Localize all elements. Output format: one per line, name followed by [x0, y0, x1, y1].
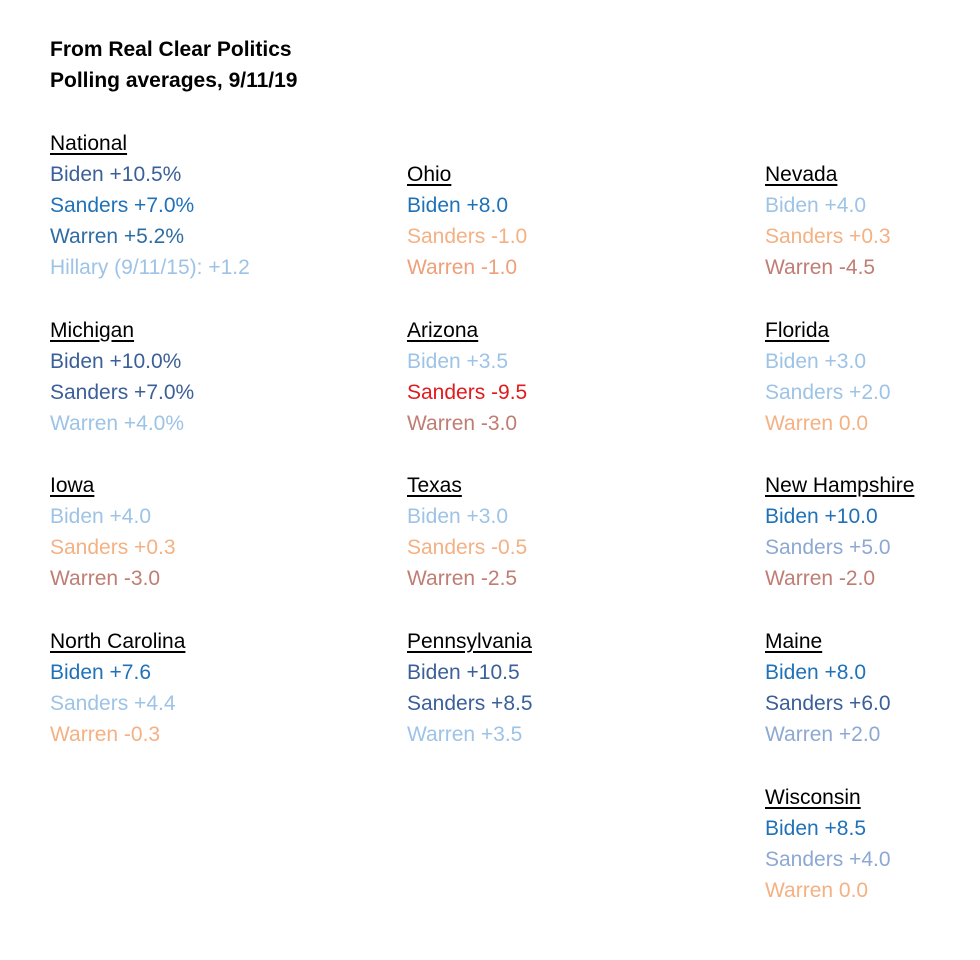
- poll-line: Biden +8.0: [407, 194, 509, 217]
- state-heading-texas: Texas: [407, 474, 462, 497]
- state-block-iowa: Iowa Biden +4.0 Sanders +0.3 Warren -3.0: [50, 470, 176, 594]
- state-block-arizona: Arizona Biden +3.5 Sanders -9.5 Warren -…: [407, 315, 527, 439]
- state-block-maine: Maine Biden +8.0 Sanders +6.0 Warren +2.…: [765, 626, 891, 750]
- poll-line: Sanders +4.0: [765, 848, 891, 871]
- poll-line: Warren -2.0: [765, 567, 876, 590]
- poll-line: Warren 0.0: [765, 412, 869, 435]
- poll-line: Warren -1.0: [407, 256, 518, 279]
- state-heading-north-carolina: North Carolina: [50, 630, 186, 653]
- poll-line: Warren +3.5: [407, 723, 523, 746]
- title-date: Polling averages, 9/11/19: [50, 69, 298, 92]
- poll-line: Biden +10.0: [765, 505, 878, 528]
- poll-line: Warren +2.0: [765, 723, 881, 746]
- state-heading-iowa: Iowa: [50, 474, 95, 497]
- poll-line: Biden +4.0: [765, 194, 867, 217]
- poll-line: Warren -4.5: [765, 256, 876, 279]
- poll-line: Biden +4.0: [50, 505, 152, 528]
- poll-line: Biden +3.0: [765, 350, 867, 373]
- title-source: From Real Clear Politics: [50, 38, 292, 61]
- poll-line: Biden +3.0: [407, 505, 509, 528]
- poll-line: Sanders +0.3: [765, 225, 891, 248]
- poll-line: Biden +3.5: [407, 350, 509, 373]
- poll-line: Sanders +2.0: [765, 381, 891, 404]
- poll-line: Warren -2.5: [407, 567, 518, 590]
- state-heading-michigan: Michigan: [50, 319, 135, 342]
- poll-line: Warren +5.2%: [50, 225, 185, 248]
- state-block-michigan: Michigan Biden +10.0% Sanders +7.0% Warr…: [50, 315, 194, 439]
- state-block-national: National Biden +10.5% Sanders +7.0% Warr…: [50, 128, 250, 283]
- state-heading-pennsylvania: Pennsylvania: [407, 630, 532, 653]
- poll-line: Hillary (9/11/15): +1.2: [50, 256, 250, 279]
- poll-line: Sanders +0.3: [50, 536, 176, 559]
- state-block-ohio: Ohio Biden +8.0 Sanders -1.0 Warren -1.0: [407, 159, 527, 283]
- state-heading-arizona: Arizona: [407, 319, 479, 342]
- state-heading-wisconsin: Wisconsin: [765, 786, 861, 809]
- poll-line: Sanders -0.5: [407, 536, 528, 559]
- poll-line: Sanders +4.4: [50, 692, 176, 715]
- poll-line: Sanders +7.0%: [50, 194, 195, 217]
- state-heading-national: National: [50, 132, 128, 155]
- state-block-north-carolina: North Carolina Biden +7.6 Sanders +4.4 W…: [50, 626, 185, 750]
- state-block-texas: Texas Biden +3.0 Sanders -0.5 Warren -2.…: [407, 470, 527, 594]
- poll-line: Biden +8.5: [765, 817, 867, 840]
- poll-line: Warren -3.0: [50, 567, 161, 590]
- poll-line: Sanders -9.5: [407, 381, 528, 404]
- poll-line: Warren +4.0%: [50, 412, 185, 435]
- state-heading-ohio: Ohio: [407, 163, 452, 186]
- poll-line: Biden +7.6: [50, 661, 152, 684]
- state-block-new-hampshire: New Hampshire Biden +10.0 Sanders +5.0 W…: [765, 470, 914, 594]
- poll-line: Sanders +6.0: [765, 692, 891, 715]
- document-title: From Real Clear Politics Polling average…: [50, 34, 297, 96]
- poll-line: Sanders -1.0: [407, 225, 528, 248]
- poll-line: Warren -0.3: [50, 723, 161, 746]
- poll-line: Biden +10.0%: [50, 350, 182, 373]
- poll-line: Sanders +8.5: [407, 692, 533, 715]
- poll-line: Biden +8.0: [765, 661, 867, 684]
- poll-line: Warren -3.0: [407, 412, 518, 435]
- state-block-pennsylvania: Pennsylvania Biden +10.5 Sanders +8.5 Wa…: [407, 626, 533, 750]
- poll-line: Biden +10.5: [407, 661, 520, 684]
- state-block-wisconsin: Wisconsin Biden +8.5 Sanders +4.0 Warren…: [765, 782, 891, 906]
- poll-line: Warren 0.0: [765, 879, 869, 902]
- state-heading-new-hampshire: New Hampshire: [765, 474, 915, 497]
- state-heading-florida: Florida: [765, 319, 830, 342]
- poll-line: Sanders +5.0: [765, 536, 891, 559]
- poll-line: Biden +10.5%: [50, 163, 182, 186]
- state-block-nevada: Nevada Biden +4.0 Sanders +0.3 Warren -4…: [765, 159, 891, 283]
- state-heading-nevada: Nevada: [765, 163, 838, 186]
- state-block-florida: Florida Biden +3.0 Sanders +2.0 Warren 0…: [765, 315, 891, 439]
- poll-line: Sanders +7.0%: [50, 381, 195, 404]
- state-heading-maine: Maine: [765, 630, 823, 653]
